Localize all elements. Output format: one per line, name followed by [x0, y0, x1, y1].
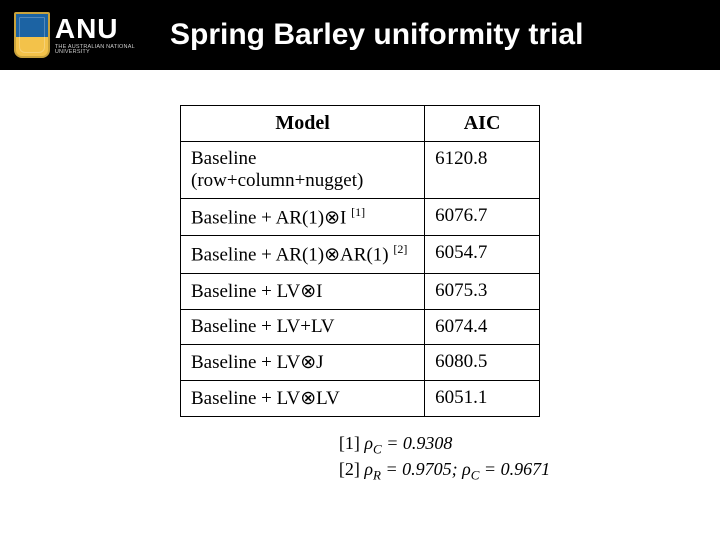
footnotes: [1] ρC = 0.9308 [2] ρR = 0.9705; ρC = 0.… [339, 432, 550, 484]
cell-model: Baseline + LV⊗J [181, 344, 425, 380]
table-row: Baseline + LV⊗J6080.5 [181, 344, 540, 380]
table-row: Baseline + AR(1)⊗I [1]6076.7 [181, 199, 540, 236]
cell-aic: 6054.7 [425, 236, 540, 273]
cell-aic: 6080.5 [425, 344, 540, 380]
cell-aic: 6051.1 [425, 380, 540, 416]
cell-model: Baseline + LV⊗LV [181, 380, 425, 416]
table-row: Baseline + LV⊗LV6051.1 [181, 380, 540, 416]
aic-table: Model AIC Baseline (row+column+nugget)61… [180, 105, 540, 417]
table-header-row: Model AIC [181, 106, 540, 142]
cell-model: Baseline + LV⊗I [181, 273, 425, 309]
table-row: Baseline + AR(1)⊗AR(1) [2]6054.7 [181, 236, 540, 273]
slide: ANU THE AUSTRALIAN NATIONAL UNIVERSITY S… [0, 0, 720, 540]
footnote-1: [1] ρC = 0.9308 [339, 432, 550, 458]
logo-text: ANU THE AUSTRALIAN NATIONAL UNIVERSITY [55, 15, 164, 56]
anu-logo: ANU THE AUSTRALIAN NATIONAL UNIVERSITY [14, 10, 164, 60]
table-row: Baseline + LV+LV6074.4 [181, 309, 540, 344]
shield-icon [14, 12, 50, 58]
col-model: Model [181, 106, 425, 142]
cell-aic: 6120.8 [425, 142, 540, 199]
content: Model AIC Baseline (row+column+nugget)61… [180, 105, 540, 417]
slide-title: Spring Barley uniformity trial [164, 18, 706, 52]
cell-model: Baseline + LV+LV [181, 309, 425, 344]
table-body: Baseline (row+column+nugget)6120.8Baseli… [181, 142, 540, 417]
col-aic: AIC [425, 106, 540, 142]
cell-aic: 6076.7 [425, 199, 540, 236]
logo-small: THE AUSTRALIAN NATIONAL UNIVERSITY [55, 45, 164, 56]
cell-aic: 6074.4 [425, 309, 540, 344]
header-bar: ANU THE AUSTRALIAN NATIONAL UNIVERSITY S… [0, 0, 720, 70]
cell-aic: 6075.3 [425, 273, 540, 309]
footnote-2: [2] ρR = 0.9705; ρC = 0.9671 [339, 458, 550, 484]
table-row: Baseline + LV⊗I6075.3 [181, 273, 540, 309]
table-row: Baseline (row+column+nugget)6120.8 [181, 142, 540, 199]
cell-model: Baseline (row+column+nugget) [181, 142, 425, 199]
cell-model: Baseline + AR(1)⊗AR(1) [2] [181, 236, 425, 273]
cell-model: Baseline + AR(1)⊗I [1] [181, 199, 425, 236]
logo-big: ANU [55, 15, 164, 43]
